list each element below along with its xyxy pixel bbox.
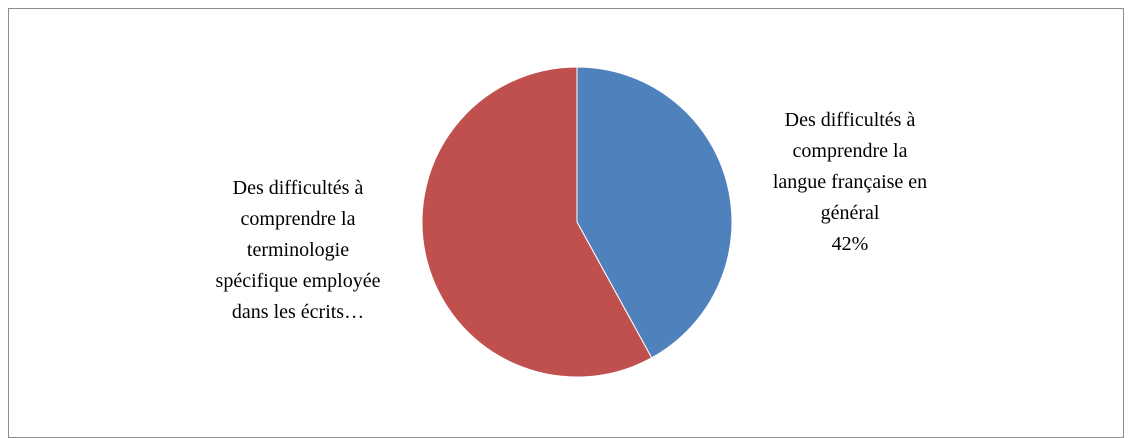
pie-slice (576, 66, 733, 359)
category-label: Des difficultés à comprendre la langue f… (772, 109, 928, 224)
category-label: Des difficultés à comprendre la terminol… (215, 177, 381, 323)
pie-slice (421, 66, 653, 378)
chart: Des difficultés à comprendre la langue f… (8, 8, 1124, 438)
value-label: 42% (831, 233, 869, 255)
slice-label: Des difficultés à comprendre la terminol… (212, 173, 384, 328)
pie-area (421, 66, 733, 378)
slice-label: Des difficultés à comprendre la langue f… (764, 105, 936, 260)
